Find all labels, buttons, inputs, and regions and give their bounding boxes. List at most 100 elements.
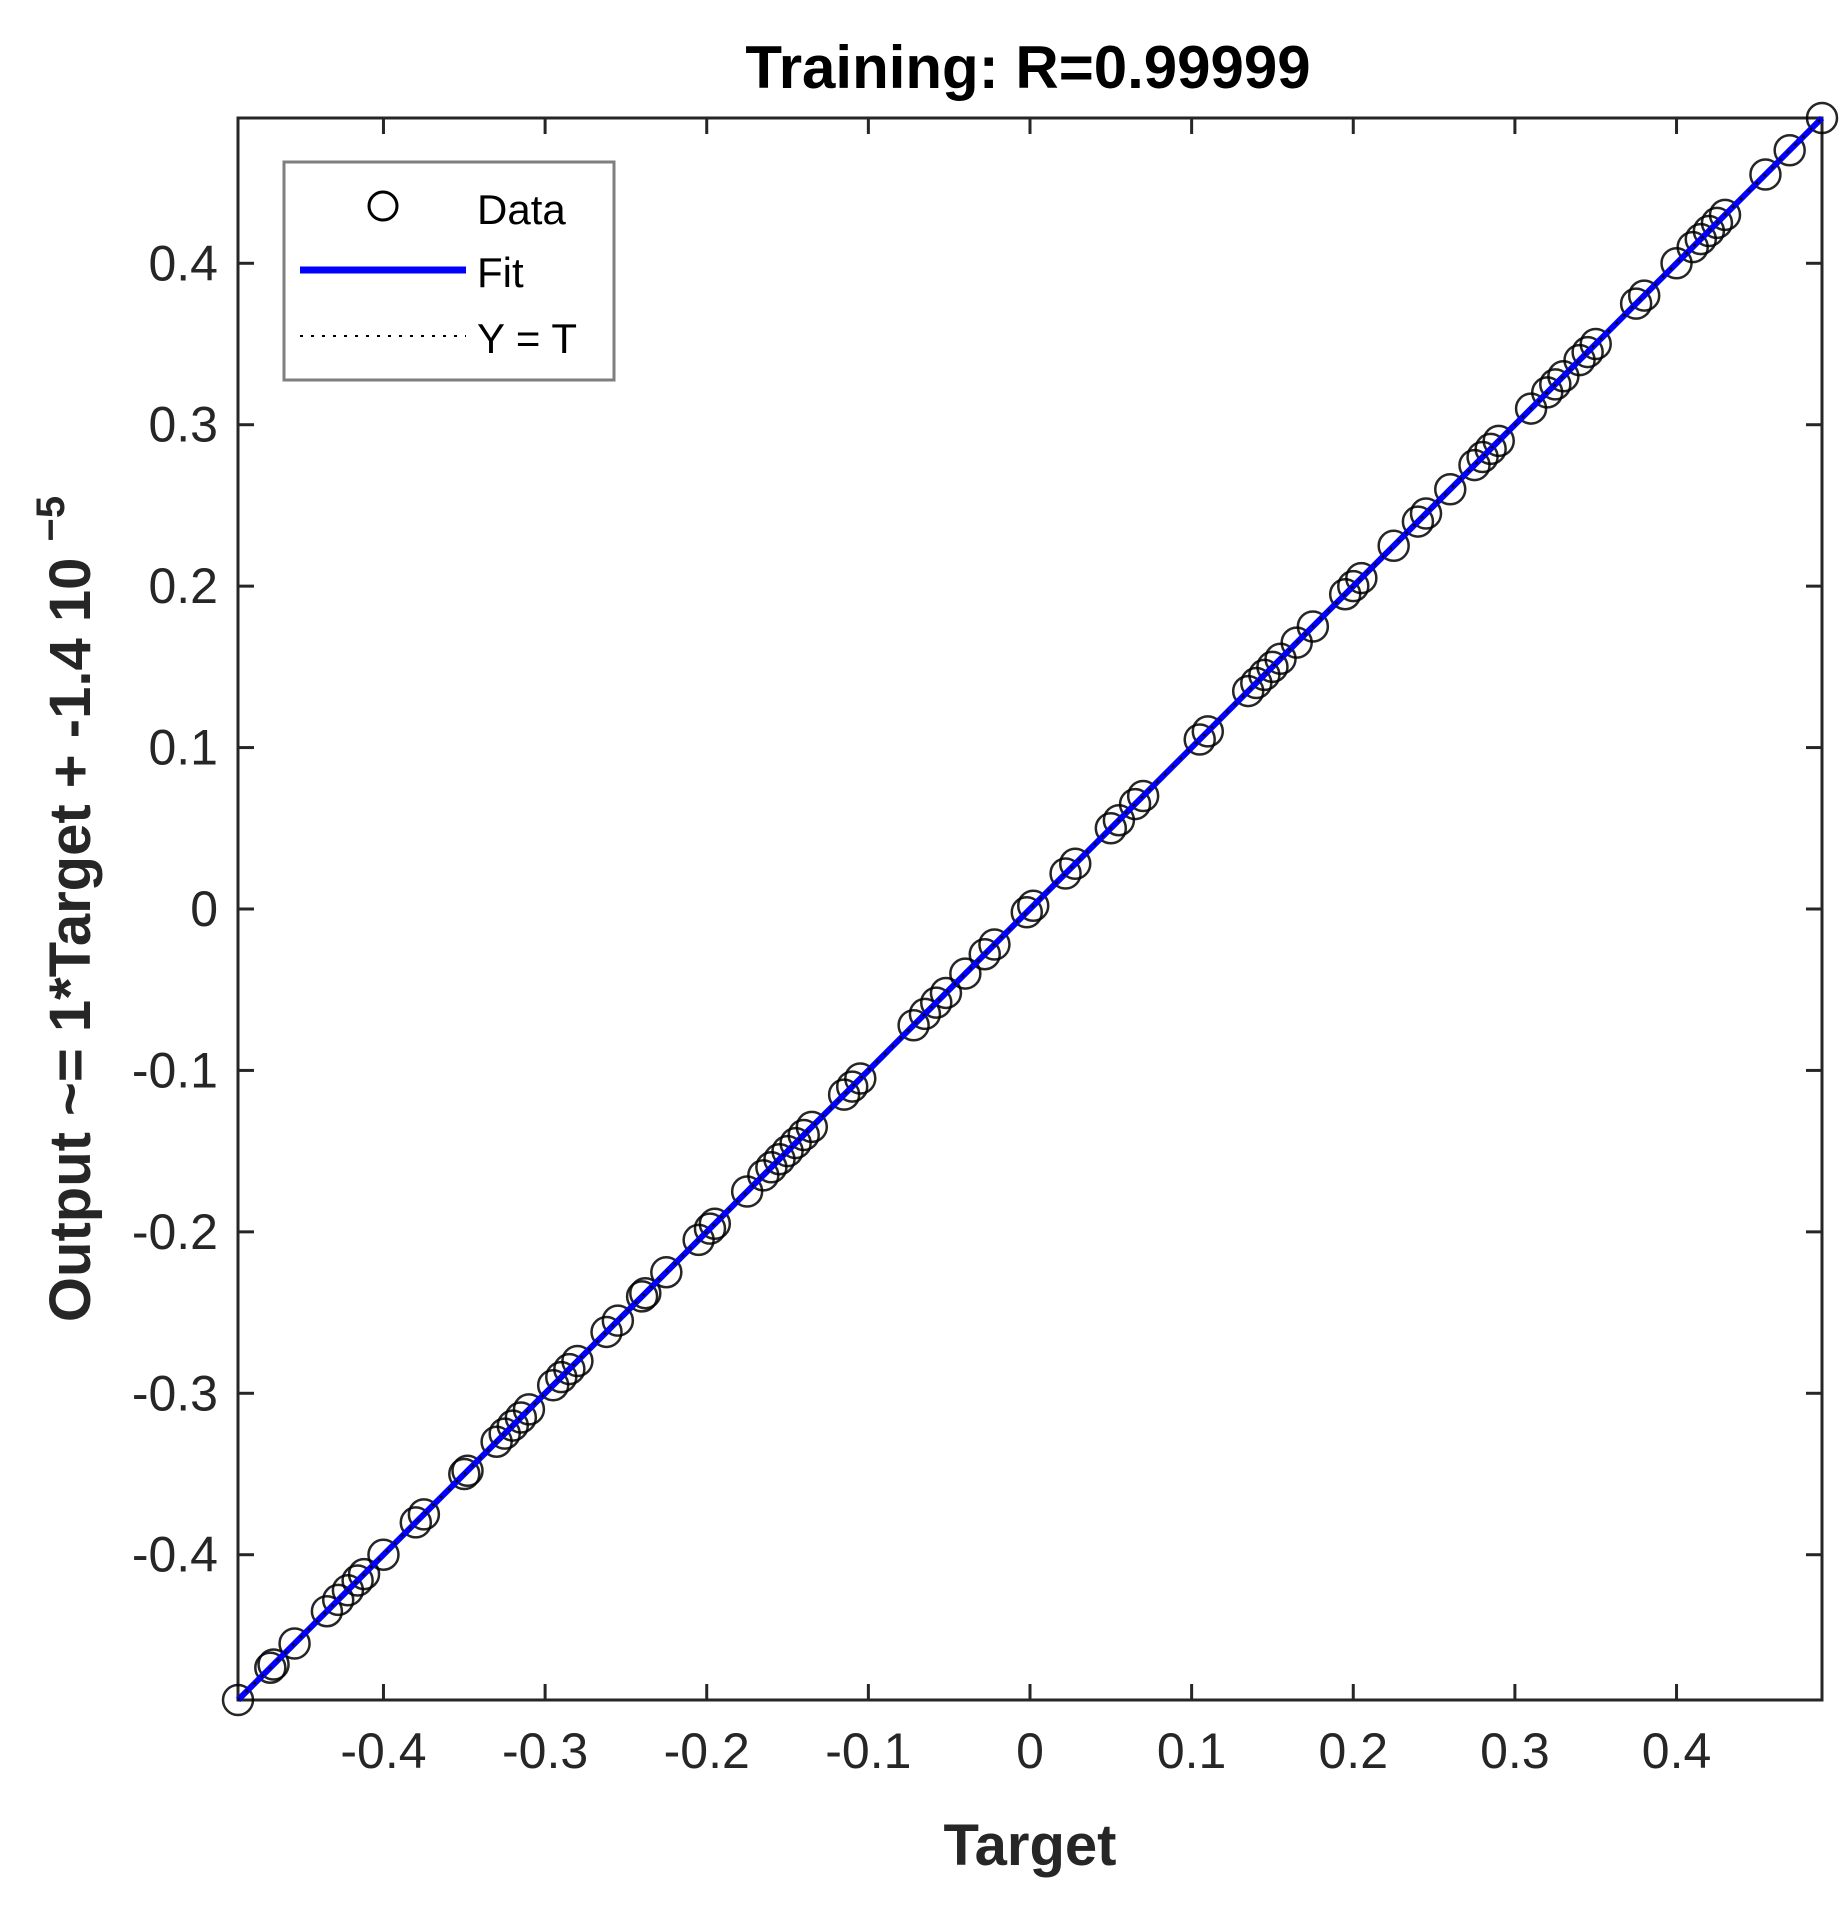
data-point	[1627, 279, 1661, 312]
legend-data-marker	[367, 190, 399, 222]
data-point	[1401, 505, 1435, 538]
y-tick-label: 0.4	[148, 235, 218, 291]
data-point	[1016, 889, 1050, 923]
data-point	[448, 1457, 481, 1491]
data-point	[278, 1627, 311, 1660]
y-tick-label: -0.2	[132, 1204, 218, 1260]
data-point	[553, 1352, 586, 1386]
data-point	[1749, 158, 1782, 191]
y-tick-label: 0.2	[148, 558, 218, 614]
data-point	[367, 1538, 400, 1571]
data-point	[1345, 561, 1378, 595]
data-point	[1433, 473, 1467, 506]
data-point	[590, 1315, 623, 1349]
data-point	[310, 1594, 344, 1628]
data-point	[929, 976, 963, 1010]
data-point	[1183, 723, 1216, 756]
data-point	[257, 1648, 290, 1681]
data-point	[629, 1276, 662, 1310]
data-point	[1805, 101, 1839, 135]
y-tick-label: 0	[190, 881, 218, 937]
y-axis-label-group: Output ~= 1*Target + -1.4 10 −5	[29, 496, 103, 1322]
data-point	[1700, 206, 1734, 240]
data-point	[451, 1454, 484, 1488]
data-point	[1773, 134, 1806, 167]
x-axis-label: Target	[944, 1813, 1117, 1878]
y-axis-label-main: Output ~= 1*Target + -1.4 10	[38, 558, 103, 1322]
x-tick-label: 0	[1016, 1723, 1044, 1779]
data-point	[920, 986, 953, 1019]
data-point	[512, 1393, 546, 1426]
data-point	[1571, 335, 1604, 369]
data-point	[504, 1401, 538, 1434]
data-point	[1191, 715, 1225, 748]
series-layer	[221, 101, 1839, 1717]
data-point	[407, 1498, 441, 1531]
y-tick-label: -0.3	[132, 1365, 218, 1421]
data-point	[221, 1683, 255, 1717]
data-point	[1256, 650, 1289, 684]
data-point	[321, 1583, 355, 1617]
x-axis-ticks: -0.4 -0.3 -0.2 -0.1 0 0.1 0.2 0.3 0.4	[340, 118, 1711, 1779]
x-tick-label: 0.4	[1642, 1723, 1712, 1779]
data-point	[1409, 497, 1443, 530]
x-tick-label: -0.3	[502, 1723, 588, 1779]
x-tick-label: -0.2	[664, 1723, 750, 1779]
data-point	[1482, 424, 1515, 458]
data-point	[795, 1110, 829, 1144]
data-point	[347, 1557, 381, 1591]
y-tick-label: 0.1	[148, 720, 218, 776]
legend-fit-label: Fit	[477, 249, 524, 296]
data-point	[835, 1070, 869, 1103]
data-point	[1377, 529, 1410, 563]
y-axis-ticks: -0.4 -0.3 -0.2 -0.1 0 0.1 0.2 0.3 0.4	[132, 235, 1822, 1583]
legend: Data Fit Y = T	[282, 160, 616, 382]
data-point	[1619, 287, 1653, 320]
data-point	[1474, 432, 1507, 466]
data-point	[1126, 779, 1160, 813]
data-point	[844, 1062, 877, 1095]
x-tick-label: -0.4	[340, 1723, 426, 1779]
y-axis-label-exponent: −5	[29, 496, 73, 542]
data-point	[561, 1344, 594, 1378]
data-point	[1010, 895, 1044, 929]
x-tick-label: 0.1	[1157, 1723, 1227, 1779]
data-point	[978, 928, 1011, 961]
data-point	[1337, 569, 1370, 603]
data-point	[399, 1506, 433, 1539]
data-point	[341, 1564, 374, 1597]
data-point	[1059, 847, 1092, 881]
legend-data-label: Data	[477, 186, 566, 233]
data-point	[601, 1304, 635, 1337]
data-point	[698, 1207, 732, 1241]
data-point	[949, 957, 982, 990]
data-point	[625, 1280, 659, 1313]
x-tick-label: -0.1	[825, 1723, 911, 1779]
data-point	[693, 1212, 727, 1245]
data-point	[1118, 787, 1152, 821]
y-tick-label: -0.1	[132, 1042, 218, 1098]
data-point	[1708, 198, 1742, 232]
data-point	[968, 937, 1001, 971]
x-tick-label: 0.2	[1319, 1723, 1389, 1779]
y-tick-label: 0.3	[148, 397, 218, 453]
data-point	[1094, 812, 1128, 845]
data-point	[787, 1118, 820, 1152]
x-tick-label: 0.3	[1480, 1723, 1550, 1779]
data-point	[1539, 368, 1572, 401]
y-tick-label: -0.4	[132, 1527, 218, 1583]
data-point	[1579, 327, 1612, 361]
y-axis-label: Output ~= 1*Target + -1.4 10 −5	[29, 496, 103, 1322]
data-point	[908, 997, 942, 1031]
data-point	[1296, 610, 1330, 643]
legend-yt-label: Y = T	[477, 315, 577, 362]
data-point	[650, 1255, 683, 1289]
data-point	[897, 1008, 930, 1042]
chart-title: Training: R=0.99999	[745, 34, 1310, 101]
data-point	[1049, 857, 1082, 890]
plot-area: -0.4 -0.3 -0.2 -0.1 0 0.1 0.2 0.3 0.4 -0.4-0.3-0…	[132, 101, 1839, 1779]
fit-line	[235, 115, 1825, 1703]
data-point	[254, 1651, 287, 1684]
